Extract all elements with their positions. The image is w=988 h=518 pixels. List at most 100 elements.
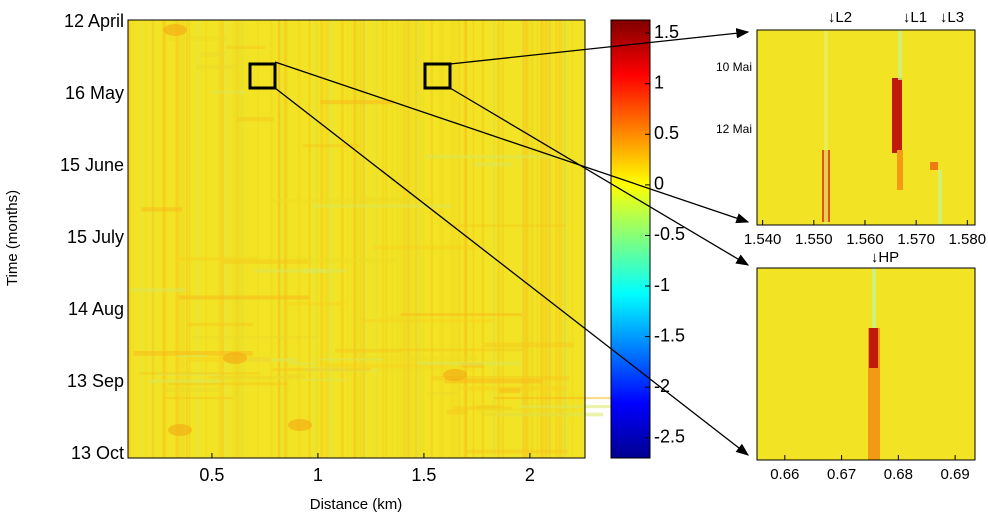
x-tick-label: 0.66 [770,466,799,483]
texture [380,315,420,321]
texture [271,198,409,203]
texture [375,20,378,458]
texture [169,36,227,41]
texture [541,20,543,458]
texture [527,20,529,458]
texture [300,258,396,263]
decoration [128,20,975,460]
x-tick-label: 0.68 [884,466,913,483]
y-tick-label: 12 Mai [716,122,752,136]
texture [163,20,166,458]
texture [177,20,179,458]
texture [197,20,201,458]
y-tick-label: 15 June [60,155,124,175]
texture [400,313,522,316]
texture [452,20,455,458]
texture [397,20,400,458]
x-axis-label: Distance (km) [310,496,403,513]
colorbar-tick-label: 1.5 [654,22,679,42]
texture [466,449,568,454]
texture [382,20,384,458]
texture [463,20,467,458]
texture [365,20,368,458]
texture [278,20,281,458]
texture [308,20,310,458]
texture [360,20,363,458]
texture [401,20,404,458]
texture [824,30,828,225]
texture [484,342,575,348]
texture [220,20,223,458]
texture [279,20,281,458]
texture [938,170,942,225]
texture [163,20,165,458]
texture [872,268,876,328]
zoom-arrow [274,61,750,224]
texture [417,20,420,458]
texture [473,162,514,167]
y-tick-label: 10 Mai [716,60,752,74]
texture [381,20,385,458]
frame [756,29,976,226]
texture [223,259,308,264]
texture [541,20,544,458]
texture [444,379,542,384]
texture [320,99,394,105]
texture [175,20,179,458]
texture [520,20,523,458]
texture [562,20,565,458]
texture [316,20,318,458]
texture [898,30,902,80]
texture [494,20,496,458]
texture [211,90,246,94]
zoom-arrow [449,87,750,266]
texture [446,409,469,415]
texture [289,362,315,365]
texture [407,20,411,458]
texture [414,20,418,458]
texture [354,20,357,458]
texture [132,20,135,458]
texture [522,20,525,458]
texture [400,348,524,352]
texture [390,20,394,458]
texture [144,20,147,458]
texture [179,257,257,261]
y-tick-label: 13 Sep [67,371,124,391]
texture [139,20,142,458]
texture [565,20,569,458]
texture [326,20,330,458]
texture [148,20,150,458]
texture [439,20,442,458]
texture [523,20,527,458]
texture [520,404,619,409]
texture [548,20,551,458]
texture [133,350,253,356]
texture [313,204,452,208]
texture [499,20,502,458]
texture [559,20,563,458]
texture [283,302,346,306]
texture [181,20,184,458]
texture [288,419,312,431]
texture [154,20,157,458]
y-tick-label: 14 Aug [68,299,124,319]
texture [272,368,372,372]
texture [559,20,562,458]
texture [536,20,538,458]
annotation: ↓L3 [940,9,964,26]
colorbar-tick-label: -1.5 [654,325,685,345]
texture [540,20,542,458]
texture [313,20,316,458]
texture [498,388,521,393]
texture [527,20,529,458]
texture [531,20,534,458]
texture [355,20,359,458]
texture [415,20,418,458]
texture [308,20,311,458]
texture [163,24,187,36]
texture [176,355,208,358]
x-tick-label: 1.550 [795,231,833,248]
texture [377,368,476,371]
